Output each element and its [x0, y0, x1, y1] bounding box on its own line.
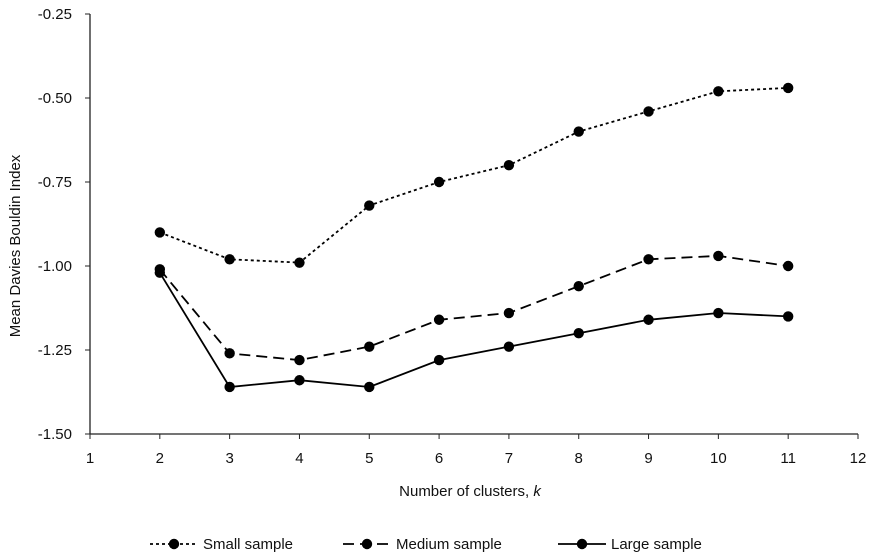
data-point-medium-sample — [224, 348, 235, 359]
data-point-large-sample — [433, 354, 445, 366]
x-tick-label: 6 — [435, 450, 443, 467]
series-line-small-sample — [159, 87, 789, 264]
legend-item-small-sample: Small sample — [150, 536, 293, 553]
x-tick-label: 2 — [156, 450, 164, 467]
x-tick-label: 5 — [365, 450, 373, 467]
data-point-small-sample — [782, 82, 794, 94]
data-point-small-sample — [503, 160, 515, 171]
y-axis-title: Mean Davies Bouldin Index — [7, 154, 24, 337]
data-point-medium-sample — [364, 341, 375, 352]
data-point-medium-sample — [503, 307, 515, 319]
x-tick-label: 12 — [850, 450, 867, 467]
data-point-medium-sample — [294, 354, 305, 366]
data-point-small-sample — [713, 86, 724, 97]
data-point-small-sample — [364, 200, 375, 211]
data-point-small-sample — [433, 176, 445, 188]
series-medium-sample — [154, 250, 794, 366]
legend-label: Small sample — [203, 536, 293, 553]
series-small-sample — [154, 82, 794, 268]
x-tick-label: 9 — [644, 450, 652, 467]
data-point-large-sample — [573, 328, 584, 339]
legend-label: Medium sample — [396, 536, 502, 553]
data-point-large-sample — [713, 307, 724, 319]
y-tick-label: -0.75 — [38, 174, 72, 191]
data-point-large-sample — [364, 381, 375, 393]
x-tick-label: 11 — [780, 450, 796, 467]
data-point-small-sample — [154, 227, 166, 238]
data-point-small-sample — [224, 254, 235, 265]
x-axis-title-variable: k — [533, 483, 542, 500]
legend-swatch-marker — [576, 538, 588, 550]
x-tick-label: 1 — [86, 450, 94, 467]
legend: Small sample Medium sample Large sample — [150, 536, 702, 553]
data-point-small-sample — [294, 257, 305, 268]
y-tick-label: -1.25 — [38, 342, 72, 359]
x-tick-label: 4 — [295, 450, 303, 467]
data-point-medium-sample — [713, 250, 724, 262]
data-point-large-sample — [782, 311, 794, 322]
x-axis-title-text: Number of clusters, — [399, 483, 533, 500]
series-layer — [154, 82, 794, 393]
legend-item-medium-sample: Medium sample — [343, 536, 502, 553]
y-tick-label: -0.25 — [38, 6, 72, 23]
x-tick-label: 10 — [710, 450, 727, 467]
series-line-medium-sample — [159, 254, 789, 362]
data-point-medium-sample — [573, 280, 584, 292]
x-tick-label: 3 — [225, 450, 233, 467]
y-tick-label: -1.00 — [38, 258, 72, 275]
data-point-large-sample — [224, 381, 235, 393]
x-axis-title: Number of clusters, k — [399, 483, 542, 500]
legend-swatch-marker — [361, 538, 373, 550]
y-tick-label: -1.50 — [38, 426, 72, 443]
data-point-large-sample — [643, 314, 654, 325]
legend-item-large-sample: Large sample — [558, 536, 702, 553]
data-point-large-sample — [294, 375, 305, 386]
data-point-small-sample — [573, 126, 584, 137]
data-point-medium-sample — [643, 254, 654, 265]
data-point-small-sample — [643, 106, 654, 117]
legend-swatch-marker — [168, 538, 180, 550]
y-tick-label: -0.50 — [38, 90, 72, 107]
x-tick-label: 8 — [575, 450, 583, 467]
data-point-large-sample — [154, 267, 166, 278]
legend-label: Large sample — [611, 536, 702, 553]
axes: -0.25-0.50-0.75-1.00-1.25-1.501 2 3 4 5 6 7 8 9 1… — [38, 6, 867, 467]
x-tick-label: 7 — [505, 450, 513, 467]
series-large-sample — [154, 267, 794, 393]
series-line-large-sample — [159, 272, 789, 388]
data-point-large-sample — [503, 341, 515, 352]
data-point-medium-sample — [782, 260, 794, 272]
data-point-medium-sample — [433, 314, 445, 325]
